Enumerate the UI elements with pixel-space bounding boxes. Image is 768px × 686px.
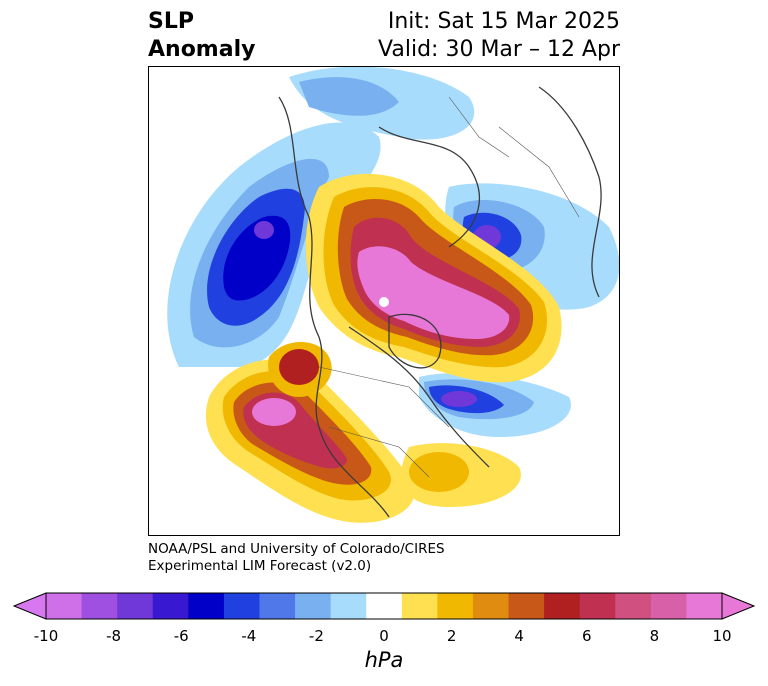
colorbar-tick-label: -6 (173, 627, 189, 645)
colorbar-tick-label: 0 (379, 627, 389, 645)
borders (318, 96, 580, 478)
colorbar-tick-label: 4 (514, 627, 524, 645)
colorbar-segment (615, 593, 652, 619)
title-variable: SLP (148, 9, 194, 34)
colorbar-tick-label: 6 (582, 627, 592, 645)
colorbar-segment (472, 593, 510, 619)
colorbar-segment (686, 593, 723, 619)
credit-text: NOAA/PSL and University of Colorado/CIRE… (148, 541, 445, 575)
credit-line-2: Experimental LIM Forecast (v2.0) (148, 558, 372, 574)
colorbar-segment (259, 593, 296, 619)
colorbar-unit: hPa (364, 648, 404, 672)
colorbar-segment (223, 593, 260, 619)
colorbar-segment (579, 593, 616, 619)
polar-negative (289, 67, 475, 140)
colorbar-segment (117, 593, 154, 619)
title-right: Init: Sat 15 Mar 2025 Valid: 30 Mar – 12… (378, 8, 620, 64)
colorbar-segment (366, 593, 403, 619)
title-left: SLP Anomaly (148, 8, 255, 64)
colorbar-tick-label: 2 (446, 627, 457, 645)
coastlines (278, 86, 602, 518)
colorbar-segment (295, 593, 332, 619)
title-variable-sub: Anomaly (148, 37, 256, 62)
arctic-high (305, 173, 562, 383)
colorbar-segment (46, 593, 83, 619)
colorbar-tick-label: -2 (308, 627, 324, 645)
colorbar-tick-label: -4 (241, 627, 257, 645)
colorbar-tick-label: -8 (106, 627, 122, 645)
colorbar-tick-label: 10 (712, 627, 732, 645)
southwest-high (205, 359, 415, 523)
colorbar-segment (650, 593, 687, 619)
colorbar-segment (544, 593, 581, 619)
colorbar-segment (437, 593, 474, 619)
colorbar-tick-label: 8 (649, 627, 660, 645)
init-date: Init: Sat 15 Mar 2025 (387, 9, 620, 34)
central-high (268, 342, 521, 507)
anomaly-map-svg (167, 67, 619, 523)
colorbar-segment (330, 593, 367, 619)
colorbar-segment (81, 593, 118, 619)
colorbar-over-arrow (721, 592, 756, 620)
colorbar-segment (401, 593, 438, 619)
colorbar-tick-label: -10 (33, 627, 59, 645)
credit-line-1: NOAA/PSL and University of Colorado/CIRE… (148, 541, 445, 557)
colorbar-outline (45, 592, 723, 620)
colorbar-segment (188, 593, 225, 619)
colorbar-segment (508, 593, 545, 619)
north-atlantic-low (419, 373, 571, 437)
colorbar-under-arrow (12, 592, 47, 620)
colorbar-segment (152, 593, 189, 619)
anomaly-map (148, 66, 620, 536)
colorbar (12, 592, 756, 620)
valid-range: Valid: 30 Mar – 12 Apr (378, 37, 620, 62)
